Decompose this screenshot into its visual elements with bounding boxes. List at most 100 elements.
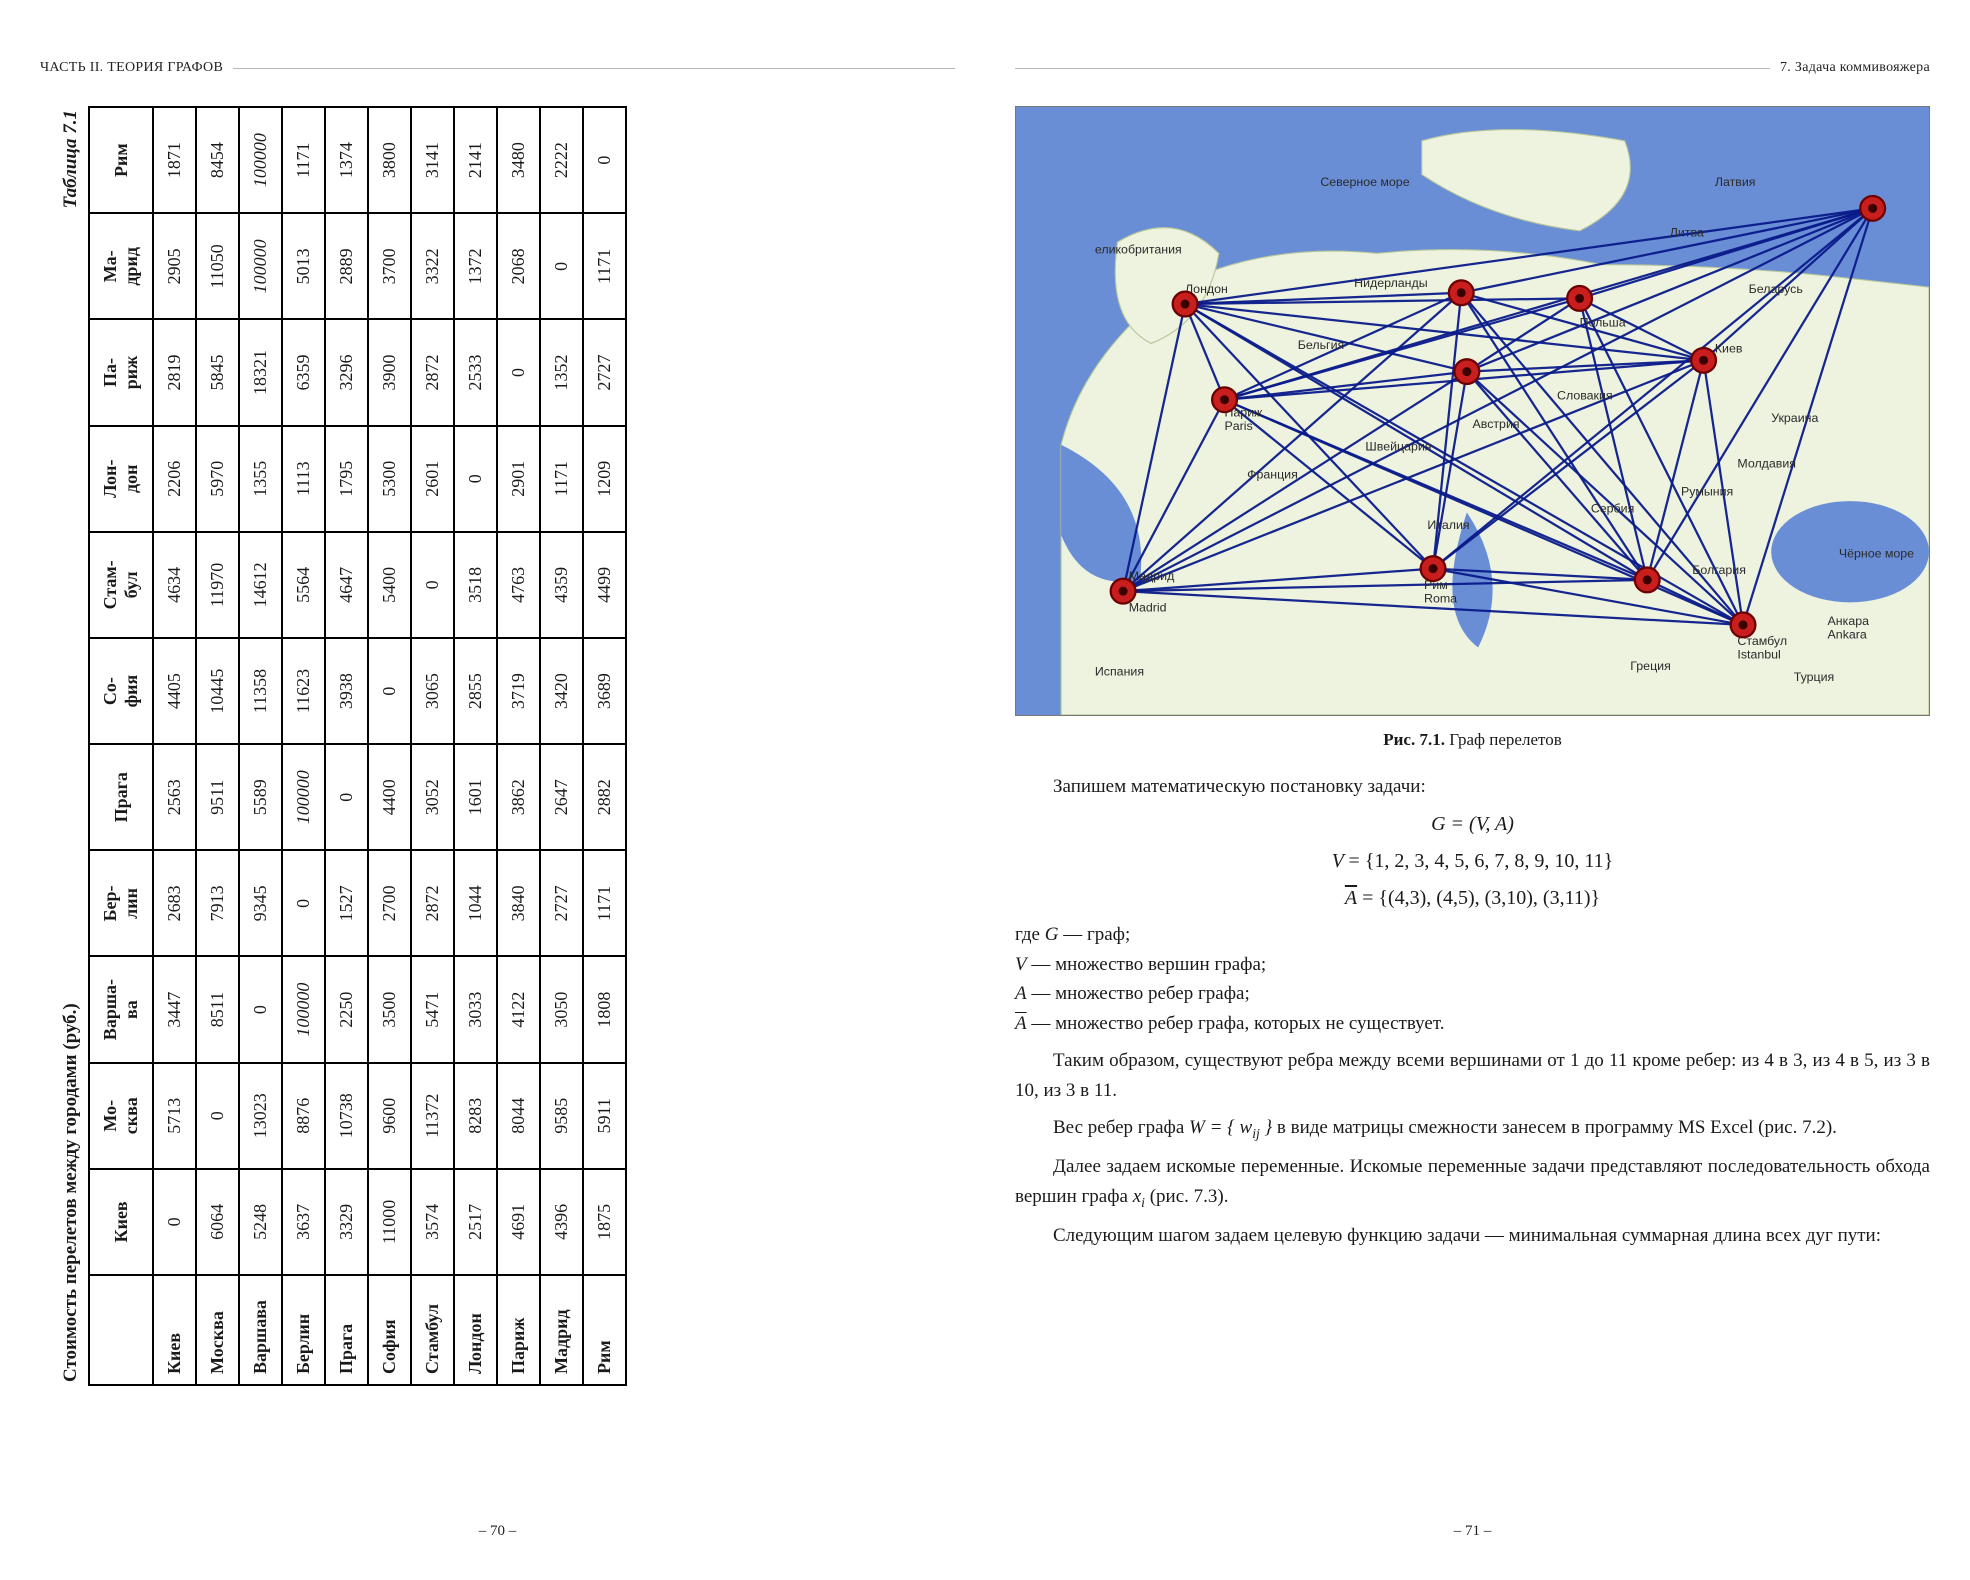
cell: 3574 bbox=[411, 1169, 454, 1275]
svg-text:Греция: Греция bbox=[1630, 659, 1671, 673]
flight-graph-map: ЛатвияЛитваБеларусьПольшаУкраинаМолдавия… bbox=[1015, 106, 1930, 716]
part-title: ЧАСТЬ II. ТЕОРИЯ ГРАФОВ bbox=[40, 60, 223, 76]
svg-text:Нидерланды: Нидерланды bbox=[1354, 276, 1428, 290]
cell: 3518 bbox=[454, 532, 497, 638]
cell: 1113 bbox=[282, 426, 325, 532]
cell: 5713 bbox=[153, 1063, 196, 1169]
cell: 9600 bbox=[368, 1063, 411, 1169]
svg-text:Северное море: Северное море bbox=[1320, 175, 1409, 189]
cell: 2872 bbox=[411, 319, 454, 425]
figure-number: Рис. 7.1. bbox=[1383, 730, 1445, 749]
definition-row: где G — граф; bbox=[1015, 920, 1930, 949]
page-left: ЧАСТЬ II. ТЕОРИЯ ГРАФОВ Стоимость переле… bbox=[40, 60, 955, 1540]
cell: 11970 bbox=[196, 532, 239, 638]
cell: 4400 bbox=[368, 744, 411, 850]
cell: 11000 bbox=[368, 1169, 411, 1275]
cell: 4405 bbox=[153, 638, 196, 744]
table-row: Варшава524813023093455589113581461213551… bbox=[239, 107, 282, 1385]
table-head: КиевМо-скваВарша-ваБер-линПрагаСо-фияСта… bbox=[89, 107, 153, 1385]
running-head-right: 7. Задача коммивояжера bbox=[1015, 60, 1930, 76]
cell: 2727 bbox=[583, 319, 626, 425]
cell: 5589 bbox=[239, 744, 282, 850]
row-header: София bbox=[368, 1275, 411, 1385]
cell: 2601 bbox=[411, 426, 454, 532]
cell: 1171 bbox=[583, 850, 626, 956]
cell: 8044 bbox=[497, 1063, 540, 1169]
body-text: Запишем математическую постановку задачи… bbox=[1015, 772, 1930, 1258]
cell: 1171 bbox=[282, 107, 325, 213]
header-rule bbox=[1015, 68, 1770, 69]
para-weights: Вес ребер графа W = { wij } в виде матри… bbox=[1015, 1113, 1930, 1144]
cell: 5845 bbox=[196, 319, 239, 425]
table-row: Прага33291073822501527039384647179532962… bbox=[325, 107, 368, 1385]
cell: 3420 bbox=[540, 638, 583, 744]
svg-text:Польша: Польша bbox=[1580, 316, 1626, 330]
cell: 1372 bbox=[454, 213, 497, 319]
svg-text:Испания: Испания bbox=[1095, 665, 1144, 679]
svg-text:Молдавия: Молдавия bbox=[1737, 456, 1796, 470]
svg-text:Ankara: Ankara bbox=[1828, 627, 1867, 641]
cell: 0 bbox=[282, 850, 325, 956]
svg-text:Латвия: Латвия bbox=[1715, 175, 1756, 189]
table-row: Москва6064085117913951110445119705970584… bbox=[196, 107, 239, 1385]
table-row: Париж46918044412238403862371947632901020… bbox=[497, 107, 540, 1385]
row-header: Прага bbox=[325, 1275, 368, 1385]
cell: 0 bbox=[239, 956, 282, 1062]
cell: 4647 bbox=[325, 532, 368, 638]
cell: 8283 bbox=[454, 1063, 497, 1169]
cell: 2727 bbox=[540, 850, 583, 956]
cell: 3065 bbox=[411, 638, 454, 744]
figure-block: ЛатвияЛитваБеларусьПольшаУкраинаМолдавия… bbox=[1015, 106, 1930, 772]
cell: 4691 bbox=[497, 1169, 540, 1275]
svg-text:еликобритания: еликобритания bbox=[1095, 242, 1182, 256]
cell: 10445 bbox=[196, 638, 239, 744]
svg-text:Болгария: Болгария bbox=[1692, 563, 1746, 577]
svg-text:Анкара: Анкара bbox=[1828, 614, 1870, 628]
definition-row: V — множество вершин графа; bbox=[1015, 950, 1930, 979]
cell: 8454 bbox=[196, 107, 239, 213]
col-header: Рим bbox=[89, 107, 153, 213]
svg-text:Словакия: Словакия bbox=[1557, 389, 1613, 403]
cell: 11050 bbox=[196, 213, 239, 319]
cell: 3800 bbox=[368, 107, 411, 213]
svg-text:Румыния: Румыния bbox=[1681, 484, 1733, 498]
cell: 100000 bbox=[282, 744, 325, 850]
cell: 3141 bbox=[411, 107, 454, 213]
col-header: Прага bbox=[89, 744, 153, 850]
cell: 5248 bbox=[239, 1169, 282, 1275]
cell: 0 bbox=[583, 107, 626, 213]
table-row: Рим1875591118081171288236894499120927271… bbox=[583, 107, 626, 1385]
cell: 1352 bbox=[540, 319, 583, 425]
cell: 1355 bbox=[239, 426, 282, 532]
table-row: Лондон2517828330331044160128553518025331… bbox=[454, 107, 497, 1385]
intro-line: Запишем математическую постановку задачи… bbox=[1015, 772, 1930, 801]
svg-text:Сербия: Сербия bbox=[1591, 501, 1634, 515]
page-number-right: – 71 – bbox=[1015, 1523, 1930, 1540]
chapter-title: 7. Задача коммивояжера bbox=[1780, 60, 1930, 76]
cell: 2882 bbox=[583, 744, 626, 850]
para-vars: Далее задаем искомые переменные. Искомые… bbox=[1015, 1152, 1930, 1212]
running-head-left: ЧАСТЬ II. ТЕОРИЯ ГРАФОВ bbox=[40, 60, 955, 76]
table-row: Стамбул357411372547128723052306502601287… bbox=[411, 107, 454, 1385]
page-number-left: – 70 – bbox=[40, 1523, 955, 1540]
cell: 0 bbox=[368, 638, 411, 744]
svg-text:Istanbul: Istanbul bbox=[1737, 648, 1780, 662]
table-number: Таблица 7.1 bbox=[60, 110, 82, 208]
cell: 5471 bbox=[411, 956, 454, 1062]
cell: 2647 bbox=[540, 744, 583, 850]
cell: 4499 bbox=[583, 532, 626, 638]
cell: 1875 bbox=[583, 1169, 626, 1275]
cost-table: КиевМо-скваВарша-ваБер-линПрагаСо-фияСта… bbox=[88, 106, 627, 1386]
svg-text:Литва: Литва bbox=[1670, 225, 1704, 239]
figure-title: Граф перелетов bbox=[1445, 730, 1562, 749]
page-right: 7. Задача коммивояжера ЛатвияЛитваБелару… bbox=[1015, 60, 1930, 1540]
svg-text:Швейцария: Швейцария bbox=[1365, 439, 1431, 453]
cell: 2563 bbox=[153, 744, 196, 850]
eq-Abar: A = {(4,3), (4,5), (3,10), (3,11)} bbox=[1015, 883, 1930, 914]
cell: 5911 bbox=[583, 1063, 626, 1169]
cell: 2068 bbox=[497, 213, 540, 319]
cell: 3700 bbox=[368, 213, 411, 319]
svg-text:Киев: Киев bbox=[1715, 341, 1743, 355]
eq-V: V = {1, 2, 3, 4, 5, 6, 7, 8, 9, 10, 11} bbox=[1015, 846, 1930, 877]
cell: 11623 bbox=[282, 638, 325, 744]
